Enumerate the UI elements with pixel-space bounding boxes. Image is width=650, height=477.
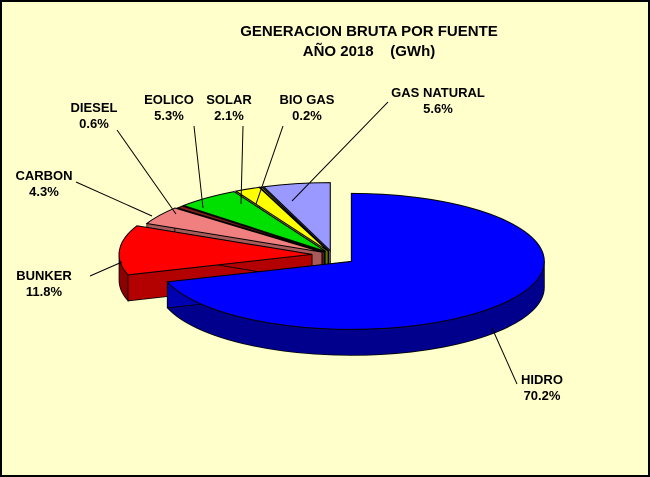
label-name-eolico: EOLICO [144,92,194,107]
label-percent-hidro: 70.2% [524,388,561,403]
label-percent-diesel: 0.6% [79,116,109,131]
label-name-solar: SOLAR [206,92,252,107]
label-percent-bio-gas: 0.2% [292,108,322,123]
slice-top [234,186,329,252]
label-percent-gas-natural: 5.6% [423,101,453,116]
slice-top [175,205,325,253]
leader-line-carbon [75,181,153,217]
chart-title: GENERACION BRUTA POR FUENTE [240,23,498,40]
label-percent-carbon: 4.3% [29,184,59,199]
slice-top [118,225,313,276]
leader-line-diesel [116,129,177,215]
label-name-carbon: CARBON [15,168,72,183]
slice-top [182,191,327,252]
slice-top [166,192,545,330]
slice-hidro [166,192,545,356]
chart-subtitle: AÑO 2018 (GWh) [303,42,436,60]
label-name-hidro: HIDRO [521,372,563,387]
label-name-diesel: DIESEL [71,100,118,115]
leader-line-gas-natural [291,101,389,202]
label-name-gas-natural: GAS NATURAL [391,85,485,100]
leader-line-hidro [491,327,518,385]
leader-line-solar [240,125,244,205]
label-percent-solar: 2.1% [214,108,244,123]
leader-line-bio-gas [255,125,284,205]
leader-line-bunker [89,261,123,277]
pie-slices [118,182,545,356]
slice-top [262,182,331,252]
slice-top [145,207,323,253]
label-name-bio-gas: BIO GAS [280,92,335,107]
label-name-bunker: BUNKER [16,268,72,283]
leader-line-eolico [193,125,204,209]
label-percent-eolico: 5.3% [154,108,184,123]
label-percent-bunker: 11.8% [26,284,63,299]
